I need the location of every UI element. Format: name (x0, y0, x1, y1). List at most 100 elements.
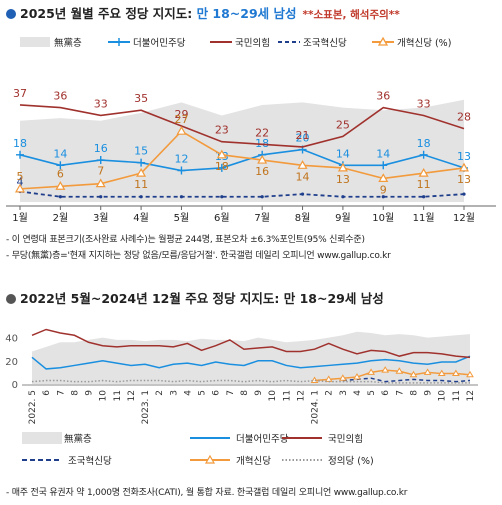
y-tick-label: 20 (5, 357, 18, 368)
point-marker (379, 161, 388, 170)
data-label: 11 (134, 178, 148, 191)
x-tick-label: 5월 (174, 212, 190, 224)
data-label: 18 (255, 137, 269, 150)
point-marker (409, 370, 418, 378)
x-tick-label: 3 (339, 390, 349, 396)
point-marker (176, 125, 187, 135)
point-marker (324, 375, 333, 382)
x-tick-label: 10 (438, 390, 448, 402)
point-marker (216, 149, 227, 159)
x-tick-label: 8월 (295, 212, 311, 224)
point-marker (395, 367, 404, 374)
data-label: 29 (174, 108, 188, 121)
legend-label: 조국혁신당 (303, 38, 347, 49)
point-marker (437, 369, 446, 377)
data-label: 14 (296, 170, 310, 183)
top-chart-title: 2025년 월별 주요 정당 지지도: 만 18~29세 남성 **소표본, 해석… (6, 3, 400, 22)
data-label: 16 (255, 165, 269, 178)
x-tick-label: 4 (353, 390, 363, 396)
data-label: 5 (17, 170, 24, 183)
x-tick-label: 6월 (214, 212, 230, 224)
data-label: 6 (57, 167, 64, 180)
x-tick-label: 11 (452, 390, 462, 401)
data-label: 12 (174, 153, 188, 166)
x-tick-label: 8 (70, 390, 80, 396)
data-label: 35 (134, 92, 148, 105)
point-marker (177, 166, 186, 175)
point-marker (55, 181, 66, 190)
x-tick-label: 2024. 1 (311, 390, 321, 424)
data-label: 21 (296, 129, 310, 142)
point-marker (56, 161, 65, 170)
x-tick-label: 3월 (93, 212, 109, 224)
data-label: 9 (380, 183, 387, 196)
data-label: 33 (417, 97, 431, 110)
point-marker (58, 195, 62, 199)
point-marker (367, 368, 375, 375)
data-label: 18 (215, 160, 229, 173)
point-marker (179, 195, 184, 199)
x-tick-label: 6 (42, 390, 52, 396)
point-marker (14, 183, 26, 193)
x-tick-label: 8 (409, 390, 419, 396)
x-tick-label: 2 (155, 390, 165, 396)
point-marker (337, 162, 348, 172)
point-marker (451, 369, 460, 377)
x-tick-label: 11월 (413, 212, 435, 224)
data-label: 16 (94, 142, 108, 155)
series-line (19, 130, 465, 190)
data-label: 37 (13, 87, 27, 100)
data-label: 7 (97, 165, 104, 178)
x-tick-label: 5 (198, 390, 208, 396)
legend-label: 조국혁신당 (68, 456, 112, 467)
legend-marker (115, 38, 123, 46)
legend-swatch-area (20, 37, 50, 47)
top-chart: 無黨층 더불어민주당 국민의힘 조국혁신당 개혁신당 (%) 1월 2월 3월 4월 5월 6월 7월… (6, 36, 496, 224)
legend-marker (204, 454, 216, 464)
top-title-highlight: 만 18~29세 남성 (196, 6, 297, 21)
x-tick-label: 9 (424, 390, 434, 396)
point-marker (338, 374, 347, 381)
data-label: 20 (296, 132, 310, 145)
point-marker (341, 195, 345, 199)
data-label: 13 (457, 173, 471, 186)
series-line (19, 148, 465, 172)
point-marker (137, 158, 146, 167)
data-label: 14 (376, 147, 390, 160)
legend-label: 더불어민주당 (236, 434, 289, 445)
legend-label: 정의당 (%) (328, 456, 374, 467)
x-tick-label: 2 (325, 390, 335, 396)
x-tick-label: 10 (268, 390, 278, 402)
y-tick-label: 0 (12, 380, 18, 391)
data-label: 13 (457, 150, 471, 163)
data-label: 33 (94, 97, 108, 110)
point-marker (99, 195, 103, 199)
series-line (31, 328, 471, 359)
x-tick-label: 7 (226, 390, 236, 396)
point-marker (139, 195, 143, 199)
point-marker (418, 167, 429, 177)
data-label: 11 (417, 178, 431, 191)
legend-label: 개혁신당 (%) (397, 38, 451, 49)
bottom-title-text: 2022년 5월~2024년 12월 주요 정당 지지도: 만 18~29세 남… (20, 291, 384, 306)
point-marker (381, 195, 385, 199)
y-tick-label: 40 (5, 334, 18, 345)
point-marker (458, 162, 470, 172)
data-label: 27 (174, 113, 188, 126)
bullet-icon (6, 9, 16, 19)
x-tick-label: 3 (169, 390, 179, 396)
point-marker (217, 163, 226, 172)
x-tick-label: 9월 (335, 212, 351, 224)
x-tick-label: 2022. 5 (28, 390, 38, 424)
top-title-note: **소표본, 해석주의** (302, 9, 400, 21)
data-label: 23 (215, 124, 229, 137)
bullet-icon (6, 294, 16, 304)
x-tick-label: 9 (254, 390, 264, 396)
legend-label: 국민의힘 (235, 38, 270, 49)
point-marker (419, 150, 428, 159)
point-marker (378, 173, 389, 182)
x-tick-label: 11 (282, 390, 292, 401)
data-label: 22 (255, 126, 269, 139)
point-marker (353, 373, 361, 380)
x-tick-label: 7 (56, 390, 66, 396)
